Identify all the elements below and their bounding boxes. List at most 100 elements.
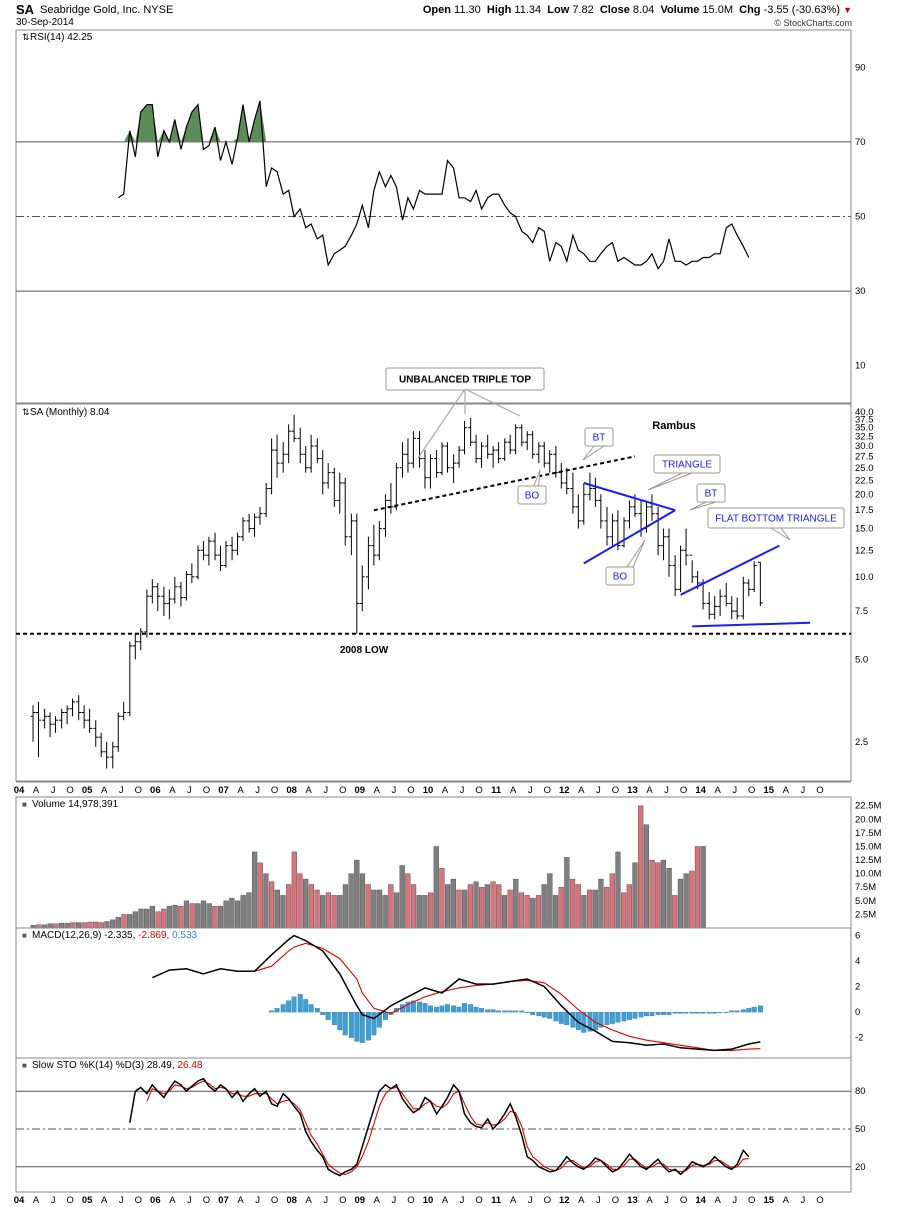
price-x-tick-13: A xyxy=(237,785,244,796)
flat-bottom-triangle-label-box xyxy=(707,507,845,529)
ohlc-bar-39 xyxy=(252,513,258,537)
triangle-label: TRIANGLE xyxy=(647,454,721,491)
macd-hist-bar-79 xyxy=(717,1011,723,1013)
volume-bar-87 xyxy=(524,895,530,929)
rsi-overbought-fill xyxy=(118,100,749,142)
macd-hist-bar-5 xyxy=(297,994,303,1013)
volume-bar-110 xyxy=(655,862,661,929)
volume-bar-15 xyxy=(115,916,121,929)
macd-hist-bar-29 xyxy=(434,1006,440,1013)
volume-bar-96 xyxy=(575,884,581,929)
volume-bar-21 xyxy=(149,906,155,929)
volume-bar-7 xyxy=(70,922,76,929)
volume-bar-97 xyxy=(581,895,587,929)
sto-x-tick-39: O xyxy=(680,1195,687,1206)
company-name: Seabridge Gold, Inc. NYSE xyxy=(40,4,173,16)
macd-hist-bar-33 xyxy=(456,1006,462,1013)
ohlc-bar-66 xyxy=(405,438,411,473)
ohlc-bar-73 xyxy=(444,442,450,473)
macd-hist-bar-2 xyxy=(280,1004,286,1013)
bt-label-1-box xyxy=(584,427,614,447)
price-x-tick-26: J xyxy=(460,785,465,796)
macd-hist-bar-28 xyxy=(427,1005,433,1013)
macd-hist-bar-12 xyxy=(337,1011,343,1031)
macd-hist-bar-82 xyxy=(734,1010,740,1013)
price-x-tick-11: O xyxy=(203,785,210,796)
ohlc-bar-32 xyxy=(212,532,218,561)
ohlc-bar-44 xyxy=(280,442,286,473)
macd-hist-bar-77 xyxy=(706,1011,712,1014)
ohlc-bar-14 xyxy=(110,741,116,769)
macd-hist-bar-24 xyxy=(405,1001,411,1013)
macd-title-part-0: MACD(12,26,9) xyxy=(32,930,104,941)
volume-bar-13 xyxy=(104,921,110,929)
volume-bar-17 xyxy=(127,914,133,929)
volume-bar-49 xyxy=(308,884,314,929)
ohlc-bar-16 xyxy=(121,701,127,721)
triangle-label-text: TRIANGLE xyxy=(662,460,712,471)
macd-hist-bar-18 xyxy=(371,1011,377,1036)
ohlc-bar-9 xyxy=(81,705,87,729)
ohlc-bar-113 xyxy=(672,555,678,597)
price-tick-15: 2.5 xyxy=(855,737,868,748)
ohlc-bar-99 xyxy=(592,477,598,507)
ohlc-bar-105 xyxy=(626,500,632,529)
bo-label-1-text: BO xyxy=(525,491,540,502)
ohlc-bar-21 xyxy=(149,579,155,604)
volume-bar-91 xyxy=(547,873,553,929)
low-value: 7.82 xyxy=(572,4,594,16)
macd-tick-2: 2 xyxy=(855,982,860,993)
bo-label-1-box xyxy=(517,485,547,505)
price-x-tick-23: O xyxy=(407,785,414,796)
macd-hist-bar-19 xyxy=(376,1011,382,1028)
ohlc-bar-10 xyxy=(87,708,93,733)
macd-hist-bar-58 xyxy=(598,1011,604,1028)
ohlc-bar-122 xyxy=(723,582,729,607)
volume-bar-52 xyxy=(325,892,331,929)
sto-icon: ■ xyxy=(22,1061,27,1070)
price-tick-13: 7.5 xyxy=(855,606,868,617)
volume-bar-16 xyxy=(121,914,127,929)
ohlc-bar-22 xyxy=(155,582,161,612)
volume-bar-63 xyxy=(388,884,394,929)
volume-bar-73 xyxy=(445,884,451,929)
volume-tick-1: 20.0M xyxy=(855,814,881,825)
ohlc-bar-26 xyxy=(178,581,184,607)
ohlc-bar-95 xyxy=(570,472,576,514)
macd-hist-bar-52 xyxy=(564,1011,570,1026)
volume-bar-90 xyxy=(541,884,547,929)
ohlc-bar-13 xyxy=(104,741,110,769)
price-x-tick-47: O xyxy=(816,785,823,796)
macd-hist-bar-56 xyxy=(587,1011,593,1032)
price-tick-2: 35.0 xyxy=(855,423,874,434)
ohlc-bar-19 xyxy=(138,628,144,651)
bo-label-2-box xyxy=(605,566,635,586)
price-x-tick-18: J xyxy=(323,785,328,796)
macd-hist-bar-65 xyxy=(638,1011,644,1018)
macd-panel xyxy=(15,927,852,1059)
ohlc-bar-96 xyxy=(575,494,581,529)
macd-hist-bar-40 xyxy=(496,1010,502,1013)
bt-label-1-pointer xyxy=(582,445,606,461)
exchange: NYSE xyxy=(143,4,174,16)
macd-hist-bar-0 xyxy=(269,1010,275,1013)
volume-bar-108 xyxy=(643,824,649,929)
price-x-tick-30: J xyxy=(528,785,533,796)
volume-bar-113 xyxy=(672,895,678,929)
volume-bar-60 xyxy=(371,889,377,929)
volume-bar-42 xyxy=(269,881,275,929)
sto-x-tick-19: O xyxy=(339,1195,346,1206)
ohlc-bar-56 xyxy=(348,513,354,556)
ohlc-bar-69 xyxy=(422,450,428,489)
price-x-tick-20: 09 xyxy=(355,785,366,796)
flat-triangle-bottom-line xyxy=(692,621,811,628)
macd-hist-bar-20 xyxy=(382,1011,388,1020)
volume-bar-71 xyxy=(433,846,439,929)
ohlc-bar-89 xyxy=(536,442,542,464)
ohlc-bar-8 xyxy=(76,695,82,721)
volume-bar-101 xyxy=(604,887,610,929)
price-x-tick-37: A xyxy=(646,785,653,796)
macd-hist-bar-27 xyxy=(422,1003,428,1013)
macd-title-part-1: -2.335, xyxy=(104,930,138,941)
macd-hist-bar-31 xyxy=(445,1004,450,1013)
